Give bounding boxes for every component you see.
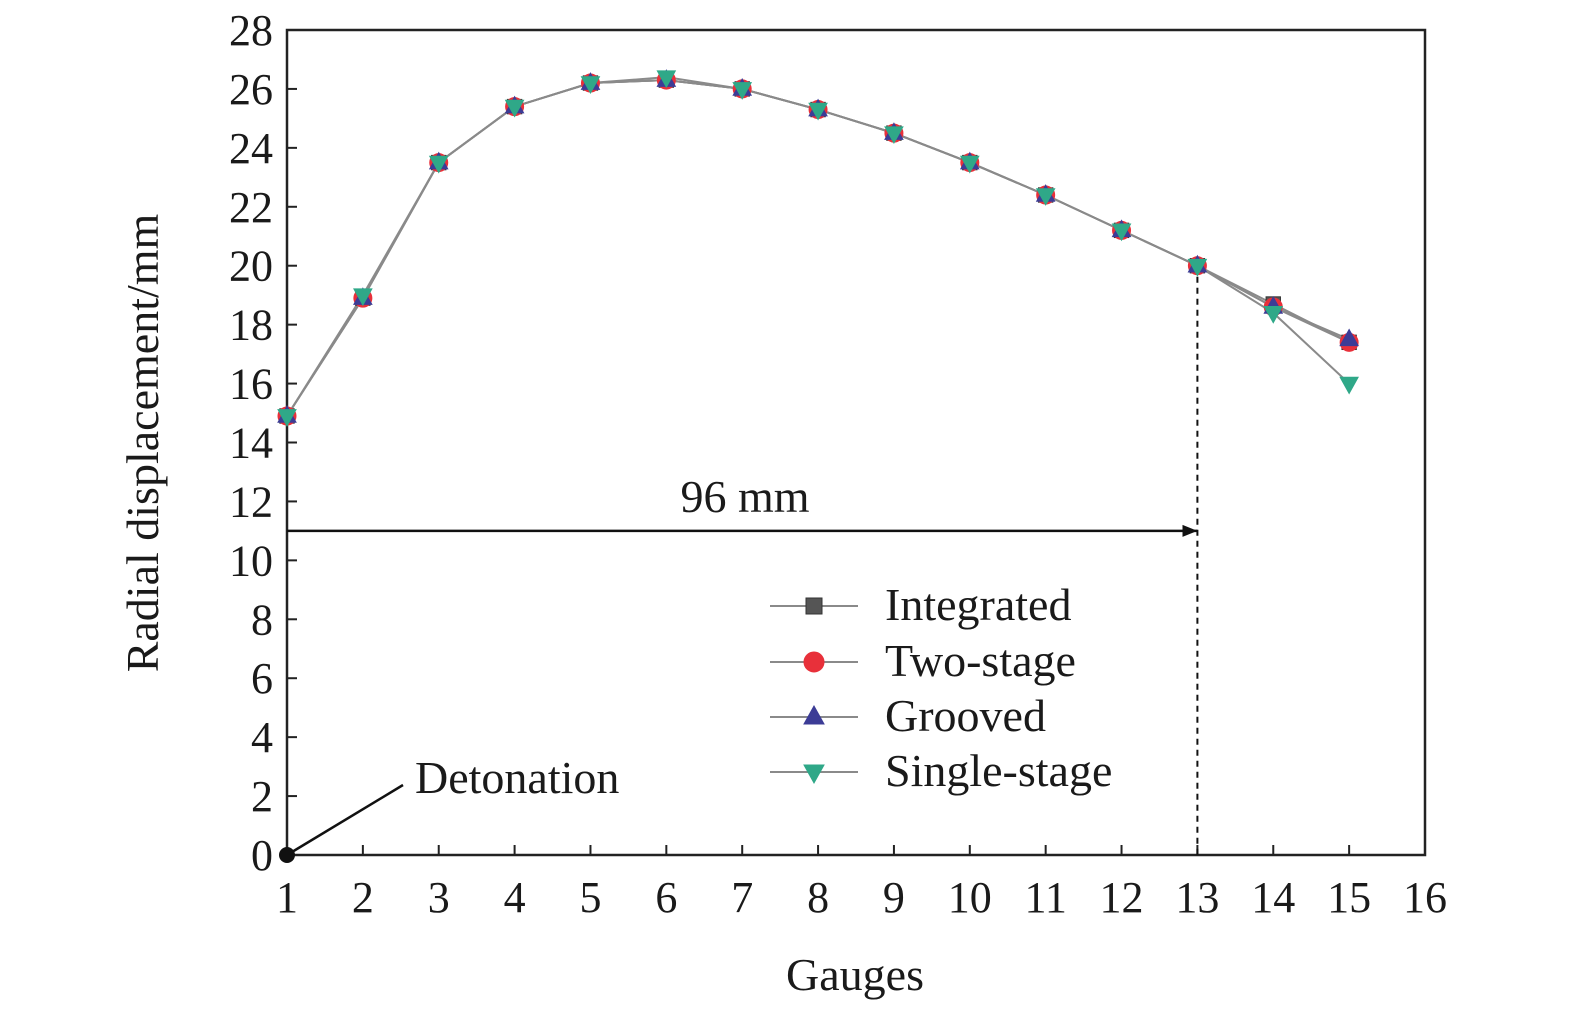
legend-label-grooved: Grooved bbox=[885, 690, 1046, 741]
x-tick-label: 1 bbox=[276, 873, 298, 922]
data-point-single-stage bbox=[959, 155, 980, 174]
data-point-single-stage bbox=[732, 82, 753, 100]
data-point-single-stage bbox=[1187, 258, 1208, 277]
data-point-single-stage bbox=[504, 99, 525, 118]
data-point-single-stage bbox=[656, 70, 677, 89]
x-tick-label: 3 bbox=[428, 873, 450, 922]
x-tick-label: 6 bbox=[655, 873, 677, 922]
series-line-integrated bbox=[286, 79, 1350, 417]
data-point-single-stage bbox=[1263, 306, 1284, 324]
y-tick-label: 8 bbox=[251, 595, 273, 644]
legend-marker-integrated bbox=[805, 597, 823, 615]
y-tick-label: 18 bbox=[229, 301, 273, 350]
x-tick-label: 15 bbox=[1327, 873, 1371, 922]
legend-marker-two-stage bbox=[803, 651, 825, 673]
detonation-label: Detonation bbox=[415, 752, 619, 803]
legend-marker-single-stage bbox=[803, 764, 825, 785]
data-point-single-stage bbox=[1035, 188, 1056, 206]
y-tick-label: 6 bbox=[251, 654, 273, 703]
y-tick-label: 0 bbox=[251, 831, 273, 880]
data-point-single-stage bbox=[353, 288, 373, 307]
data-point-grooved bbox=[1339, 328, 1359, 347]
data-point-single-stage bbox=[428, 155, 449, 174]
x-tick-label: 13 bbox=[1175, 873, 1219, 922]
detonation-point bbox=[279, 847, 295, 863]
data-point-single-stage bbox=[277, 409, 297, 427]
x-tick-label: 5 bbox=[579, 873, 601, 922]
x-tick-label: 14 bbox=[1251, 873, 1295, 922]
x-tick-label: 12 bbox=[1100, 873, 1144, 922]
y-tick-label: 12 bbox=[229, 477, 273, 526]
y-tick-label: 22 bbox=[229, 183, 273, 232]
legend-label-single-stage: Single-stage bbox=[885, 745, 1112, 796]
legend-marker-grooved bbox=[803, 704, 825, 725]
x-tick-label: 11 bbox=[1024, 873, 1066, 922]
y-axis-title: Radial displacement/mm bbox=[117, 213, 168, 672]
data-point-single-stage bbox=[884, 126, 904, 145]
series-line-single-stage bbox=[286, 76, 1350, 417]
y-tick-label: 4 bbox=[251, 713, 273, 762]
x-tick-label: 2 bbox=[352, 873, 374, 922]
x-tick-label: 8 bbox=[807, 873, 829, 922]
series-line-two-stage bbox=[286, 79, 1350, 417]
x-tick-label: 4 bbox=[504, 873, 526, 922]
detonation-leader-line bbox=[286, 783, 404, 857]
x-tick-label: 10 bbox=[948, 873, 992, 922]
legend-label-two-stage: Two-stage bbox=[885, 635, 1076, 686]
data-point-single-stage bbox=[580, 76, 601, 94]
y-tick-label: 2 bbox=[251, 772, 273, 821]
distance-label: 96 mm bbox=[680, 471, 809, 522]
legend-label-integrated: Integrated bbox=[885, 579, 1071, 630]
x-tick-label: 9 bbox=[883, 873, 905, 922]
y-tick-label: 14 bbox=[229, 419, 273, 468]
y-tick-label: 10 bbox=[229, 536, 273, 585]
data-point-single-stage bbox=[1111, 223, 1132, 242]
y-tick-label: 24 bbox=[229, 124, 273, 173]
x-tick-label: 7 bbox=[731, 873, 753, 922]
legend: Integrated Two-stage Grooved Single-stag… bbox=[770, 579, 1112, 796]
x-axis-title: Gauges bbox=[786, 949, 924, 1000]
plot-frame bbox=[285, 28, 1427, 857]
y-tick-label: 20 bbox=[229, 242, 273, 291]
y-tick-label: 26 bbox=[229, 65, 273, 114]
data-point-single-stage bbox=[1339, 376, 1359, 395]
y-tick-label: 16 bbox=[229, 360, 273, 409]
y-tick-label: 28 bbox=[229, 6, 273, 55]
data-point-single-stage bbox=[808, 102, 828, 121]
series-line-grooved bbox=[286, 79, 1350, 417]
x-tick-label: 16 bbox=[1403, 873, 1447, 922]
